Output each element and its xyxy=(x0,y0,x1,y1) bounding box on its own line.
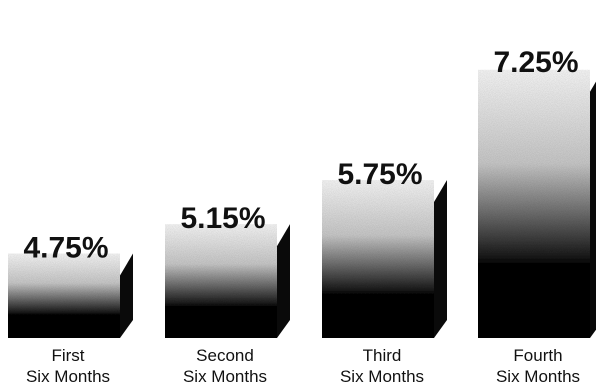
bars-layer xyxy=(8,69,596,338)
category-label-2-line-1: Second xyxy=(196,346,254,365)
category-label-1-line-1: First xyxy=(51,346,84,365)
category-label-4-line-2: Six Months xyxy=(496,367,580,386)
bar-side-4 xyxy=(590,81,596,338)
labels-layer: 4.75% First Six Months 5.15% Second Six Month… xyxy=(23,46,580,386)
bar-1 xyxy=(8,253,120,338)
category-label-3-line-2: Six Months xyxy=(340,367,424,386)
value-label-1: 4.75% xyxy=(23,231,108,264)
category-label-3-line-1: Third xyxy=(363,346,402,365)
bar-side-2 xyxy=(277,224,290,338)
bar-2 xyxy=(165,224,277,338)
bar-side-1 xyxy=(120,253,133,338)
category-label-1-line-2: Six Months xyxy=(26,367,110,386)
bar-side-3 xyxy=(434,180,447,338)
value-label-2: 5.15% xyxy=(180,202,265,235)
category-label-2-line-2: Six Months xyxy=(183,367,267,386)
bar-3 xyxy=(322,180,434,338)
bar-4 xyxy=(478,69,590,338)
category-label-4-line-1: Fourth xyxy=(513,346,562,365)
value-label-4: 7.25% xyxy=(493,46,578,79)
value-label-3: 5.75% xyxy=(337,158,422,191)
